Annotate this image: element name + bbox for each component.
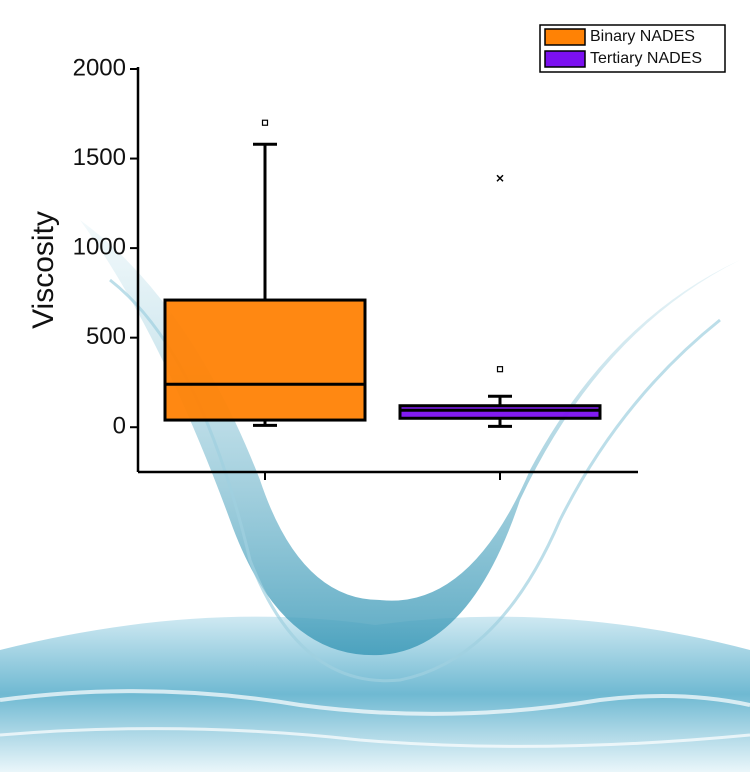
legend-label: Binary NADES — [590, 28, 695, 45]
background-splash — [0, 220, 750, 772]
legend-label: Tertiary NADES — [590, 50, 702, 67]
marker — [496, 366, 504, 373]
y-axis-title: Viscosity — [27, 211, 60, 329]
y-tick-label: 1500 — [73, 144, 126, 171]
y-tick-label: 0 — [113, 413, 126, 440]
box — [398, 404, 602, 420]
y-tick-label: 500 — [86, 323, 126, 350]
y-tick-label: 1000 — [73, 233, 126, 260]
legend-swatch — [544, 28, 586, 46]
marker — [261, 119, 269, 126]
legend-swatch — [544, 50, 586, 68]
marker — [496, 174, 504, 182]
box — [163, 298, 367, 422]
legend: Binary NADES Tertiary NADES — [539, 24, 726, 73]
y-tick-label: 2000 — [73, 54, 126, 81]
